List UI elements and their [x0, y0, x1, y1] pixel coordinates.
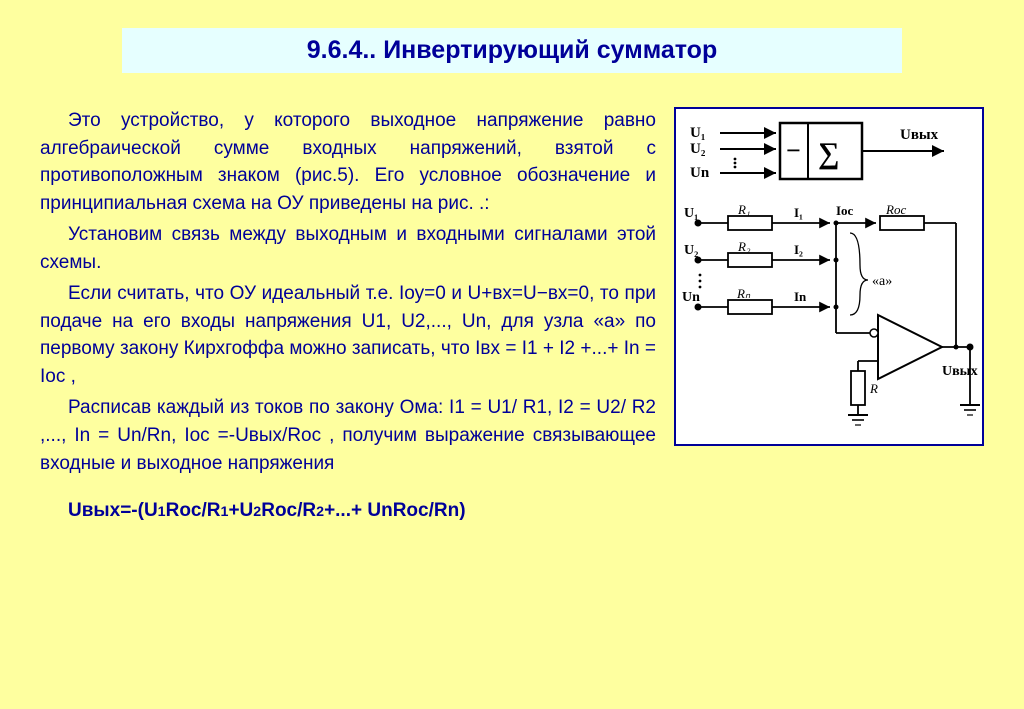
sch-i1: I₁ — [794, 205, 803, 220]
sch-roc: Rос — [885, 202, 906, 217]
text-column: Это устройство, у которого выходное напр… — [40, 107, 656, 525]
paragraph-4: Расписав каждый из токов по закону Ома: … — [40, 394, 656, 477]
formula-mid3: Roc/R — [261, 500, 316, 521]
paragraph-1: Это устройство, у которого выходное напр… — [40, 107, 656, 217]
sch-u2: U₂ — [684, 243, 698, 258]
symbol-block: U₁ U₂ Un − ∑ Uвых — [690, 123, 944, 181]
formula-lead: Uвых=-(U — [68, 500, 158, 521]
formula-sub4: 2 — [316, 504, 324, 520]
sch-i2: I₂ — [794, 242, 803, 257]
sch-r2: R₂ — [737, 239, 751, 254]
minus-sign: − — [786, 136, 801, 165]
slide-title: 9.6.4.. Инвертирующий сумматор — [122, 28, 902, 73]
sch-rn: Rₙ — [736, 286, 751, 301]
schematic-block: U₁ R₁ I₁ U₂ R₂ I₂ — [682, 202, 980, 425]
formula-mid1: Roc/R — [166, 500, 221, 521]
formula-sub1: 1 — [158, 504, 166, 520]
formula-mid2: +U — [228, 500, 253, 521]
circuit-diagram: U₁ U₂ Un − ∑ Uвых — [680, 115, 980, 435]
sch-ioc: Iос — [836, 203, 854, 218]
sch-uout: Uвых — [942, 364, 978, 379]
slide-page: 9.6.4.. Инвертирующий сумматор Это устро… — [0, 0, 1024, 545]
sym-uout: Uвых — [900, 127, 939, 143]
sch-u1: U₁ — [684, 206, 698, 221]
sch-in: In — [794, 289, 807, 304]
paragraph-2: Установим связь между выходным и входным… — [40, 221, 656, 276]
sigma-sign: ∑ — [818, 137, 839, 170]
sch-rg: R — [869, 381, 878, 396]
figure-box: U₁ U₂ Un − ∑ Uвых — [674, 107, 984, 446]
sym-u2: U₂ — [690, 141, 706, 157]
formula-tail: +...+ UnRoc/Rn) — [324, 500, 465, 521]
sym-u1: U₁ — [690, 125, 705, 141]
sch-un: Un — [682, 290, 700, 305]
sch-r1: R₁ — [737, 202, 750, 217]
sym-un: Un — [690, 165, 710, 181]
output-formula: Uвых=-(U1Roc/R1+U2Roc/R2+...+ UnRoc/Rn) — [40, 497, 656, 525]
node-a-label: «а» — [872, 274, 892, 289]
content-row: Это устройство, у которого выходное напр… — [40, 107, 984, 525]
paragraph-3: Если считать, что ОУ идеальный т.е. Iоу=… — [40, 280, 656, 390]
